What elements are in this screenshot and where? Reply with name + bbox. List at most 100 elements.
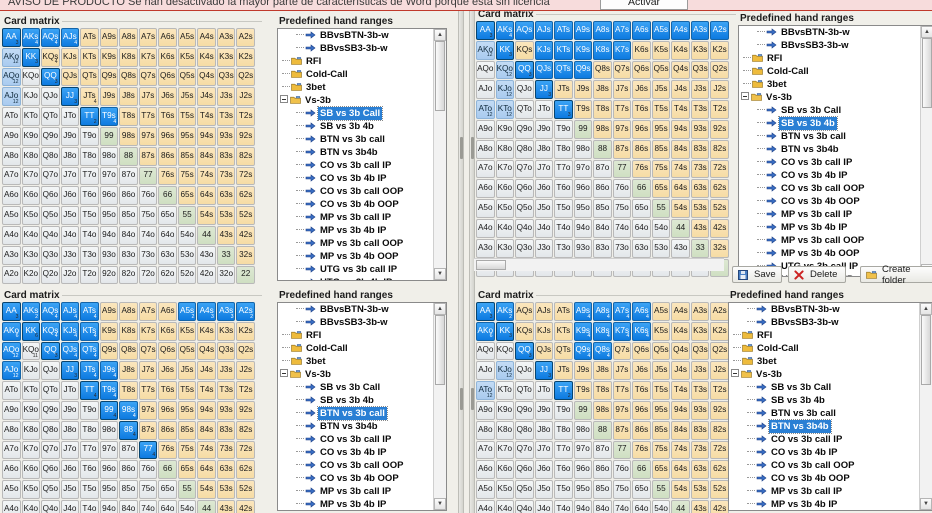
card-cell-95o[interactable]: 95o bbox=[99, 206, 119, 225]
tree-item-co-vs-3b-4b-ip[interactable]: CO vs 3b 4b IP bbox=[278, 446, 433, 459]
card-cell-K8s[interactable]: K8s bbox=[593, 40, 612, 60]
card-cell-KJs[interactable]: KJs 4 bbox=[60, 321, 80, 341]
card-cell-TT[interactable]: TT 2 bbox=[554, 381, 573, 400]
card-cell-65s[interactable]: 65s bbox=[177, 460, 197, 480]
card-cell-63o[interactable]: 63o bbox=[158, 245, 177, 265]
card-cell-96s[interactable]: 96s bbox=[158, 400, 177, 420]
card-cell-22[interactable]: 22 bbox=[236, 265, 255, 285]
card-cell-93s[interactable]: 93s bbox=[690, 119, 710, 139]
card-cell-93s[interactable]: 93s bbox=[216, 126, 236, 146]
tree-item-vs-3b[interactable]: Vs-3b bbox=[739, 91, 920, 104]
card-cell-94s[interactable]: 94s bbox=[197, 400, 216, 420]
card-cell-86s[interactable]: 86s bbox=[158, 420, 177, 440]
card-cell-A6o[interactable]: A6o bbox=[476, 460, 495, 480]
card-cell-K3s[interactable]: K3s bbox=[216, 321, 236, 341]
card-cell-KK[interactable]: KK 3 bbox=[495, 321, 515, 341]
card-cell-64s[interactable]: 64s bbox=[197, 460, 216, 480]
card-cell-55[interactable]: 55 bbox=[651, 480, 671, 499]
card-cell-J2o[interactable]: J2o bbox=[60, 265, 80, 285]
card-matrix-grid[interactable]: AA 3 AKs 4 AQs AJs ATs A9s A8s A7s A6s A5s A4s A3s A2s… bbox=[476, 21, 729, 278]
card-cell-A9s[interactable]: A9s bbox=[573, 21, 593, 40]
card-cell-62s[interactable]: 62s bbox=[710, 179, 729, 199]
card-cell-T9o[interactable]: T9o bbox=[554, 119, 573, 139]
card-cell-87o[interactable]: 87o bbox=[119, 166, 138, 186]
card-cell-74s[interactable]: 74s bbox=[671, 159, 690, 179]
card-cell-A9o[interactable]: A9o bbox=[2, 126, 21, 146]
card-cell-55[interactable]: 55 bbox=[177, 206, 197, 225]
scroll-up-arrow-icon[interactable]: ▲ bbox=[921, 26, 932, 38]
card-cell-65s[interactable]: 65s bbox=[651, 179, 671, 199]
card-cell-K4o[interactable]: K4o bbox=[21, 499, 41, 513]
card-cell-62s[interactable]: 62s bbox=[236, 460, 255, 480]
card-cell-K6o[interactable]: K6o bbox=[21, 186, 41, 206]
card-cell-62o[interactable]: 62o bbox=[158, 265, 177, 285]
card-cell-Q8o[interactable]: Q8o bbox=[41, 146, 60, 166]
card-cell-AJo[interactable]: AJo bbox=[476, 80, 495, 100]
card-cell-88[interactable]: 88 4 bbox=[119, 420, 138, 440]
card-cell-52s[interactable]: 52s bbox=[710, 199, 729, 218]
card-cell-A5s[interactable]: A5s bbox=[651, 302, 671, 321]
card-cell-J8o[interactable]: J8o bbox=[534, 420, 554, 440]
card-cell-84s[interactable]: 84s bbox=[671, 139, 690, 159]
tree-item-co-vs-3b-call-ip[interactable]: CO vs 3b call IP bbox=[278, 159, 433, 172]
card-cell-QJo[interactable]: QJo bbox=[515, 361, 534, 381]
card-cell-A8s[interactable]: A8s bbox=[119, 28, 138, 47]
tree-item-co-vs-3b-4b-oop[interactable]: CO vs 3b 4b OOP bbox=[729, 472, 919, 485]
card-cell-K4s[interactable]: K4s bbox=[671, 40, 690, 60]
card-cell-K3s[interactable]: K3s bbox=[690, 321, 710, 341]
card-cell-A2o[interactable]: A2o bbox=[2, 265, 21, 285]
card-cell-AJs[interactable]: AJs 4 bbox=[60, 302, 80, 321]
card-cell-JTo[interactable]: JTo bbox=[534, 100, 554, 119]
card-cell-32s[interactable]: 32s bbox=[236, 245, 255, 265]
card-cell-73o[interactable]: 73o bbox=[612, 238, 632, 258]
card-cell-64o[interactable]: 64o bbox=[158, 499, 177, 513]
card-cell-J6o[interactable]: J6o bbox=[60, 460, 80, 480]
tree-item-rfi[interactable]: RFI bbox=[278, 329, 433, 342]
card-cell-K7s[interactable]: K7s bbox=[138, 47, 158, 67]
card-cell-97s[interactable]: 97s bbox=[612, 119, 632, 139]
card-cell-Q9o[interactable]: Q9o bbox=[515, 400, 534, 420]
card-cell-Q7s[interactable]: Q7s bbox=[138, 67, 158, 87]
card-cell-75s[interactable]: 75s bbox=[177, 440, 197, 460]
card-cell-ATo[interactable]: ATo 12 bbox=[476, 100, 495, 119]
scroll-up-arrow-icon[interactable]: ▲ bbox=[920, 303, 932, 315]
card-cell-K7s[interactable]: K7s 4 bbox=[612, 321, 632, 341]
card-cell-T4s[interactable]: T4s bbox=[197, 381, 216, 400]
card-cell-A5o[interactable]: A5o bbox=[2, 206, 21, 225]
card-cell-AQs[interactable]: AQs bbox=[515, 302, 534, 321]
card-cell-AKs[interactable]: AKs 2 bbox=[21, 302, 41, 321]
card-cell-T3s[interactable]: T3s bbox=[690, 381, 710, 400]
card-cell-KJo[interactable]: KJo 12 bbox=[495, 361, 515, 381]
tree-item-sb-vs-3b-4b[interactable]: SB vs 3b 4b bbox=[729, 394, 919, 407]
card-cell-Q7o[interactable]: Q7o bbox=[41, 440, 60, 460]
card-cell-96s[interactable]: 96s bbox=[632, 119, 651, 139]
card-cell-KJo[interactable]: KJo bbox=[21, 361, 41, 381]
scroll-down-arrow-icon[interactable]: ▼ bbox=[434, 498, 446, 510]
tree-item-cold-call[interactable]: Cold-Call bbox=[739, 65, 920, 78]
card-cell-J3o[interactable]: J3o bbox=[60, 245, 80, 265]
card-cell-98o[interactable]: 98o bbox=[573, 139, 593, 159]
scroll-thumb[interactable] bbox=[435, 41, 445, 111]
card-cell-76s[interactable]: 76s bbox=[158, 166, 177, 186]
card-cell-Q9o[interactable]: Q9o bbox=[41, 126, 60, 146]
card-cell-86o[interactable]: 86o bbox=[119, 186, 138, 206]
tree-item-3bet[interactable]: 3bet bbox=[729, 355, 919, 368]
card-cell-Q5s[interactable]: Q5s bbox=[177, 67, 197, 87]
tree-item-sb-vs-3b-call[interactable]: SB vs 3b Call bbox=[729, 381, 919, 394]
card-cell-75o[interactable]: 75o bbox=[612, 199, 632, 218]
card-cell-J3s[interactable]: J3s bbox=[690, 361, 710, 381]
card-cell-K6s[interactable]: K6s bbox=[158, 47, 177, 67]
card-cell-AKs[interactable]: AKs 4 bbox=[495, 21, 515, 40]
card-cell-K9o[interactable]: K9o bbox=[495, 119, 515, 139]
card-cell-J4o[interactable]: J4o bbox=[60, 225, 80, 245]
tree-item-btn-vs-3b4b[interactable]: BTN vs 3b4b bbox=[739, 143, 920, 156]
card-cell-JTs[interactable]: JTs bbox=[554, 361, 573, 381]
card-cell-75o[interactable]: 75o bbox=[612, 480, 632, 499]
card-cell-94s[interactable]: 94s bbox=[671, 400, 690, 420]
card-cell-64s[interactable]: 64s bbox=[671, 460, 690, 480]
card-cell-QTs[interactable]: QTs bbox=[554, 341, 573, 361]
tree-item-rfi[interactable]: RFI bbox=[739, 52, 920, 65]
card-cell-K8o[interactable]: K8o bbox=[21, 420, 41, 440]
card-cell-AQs[interactable]: AQs bbox=[515, 21, 534, 40]
card-cell-Q7o[interactable]: Q7o bbox=[41, 166, 60, 186]
